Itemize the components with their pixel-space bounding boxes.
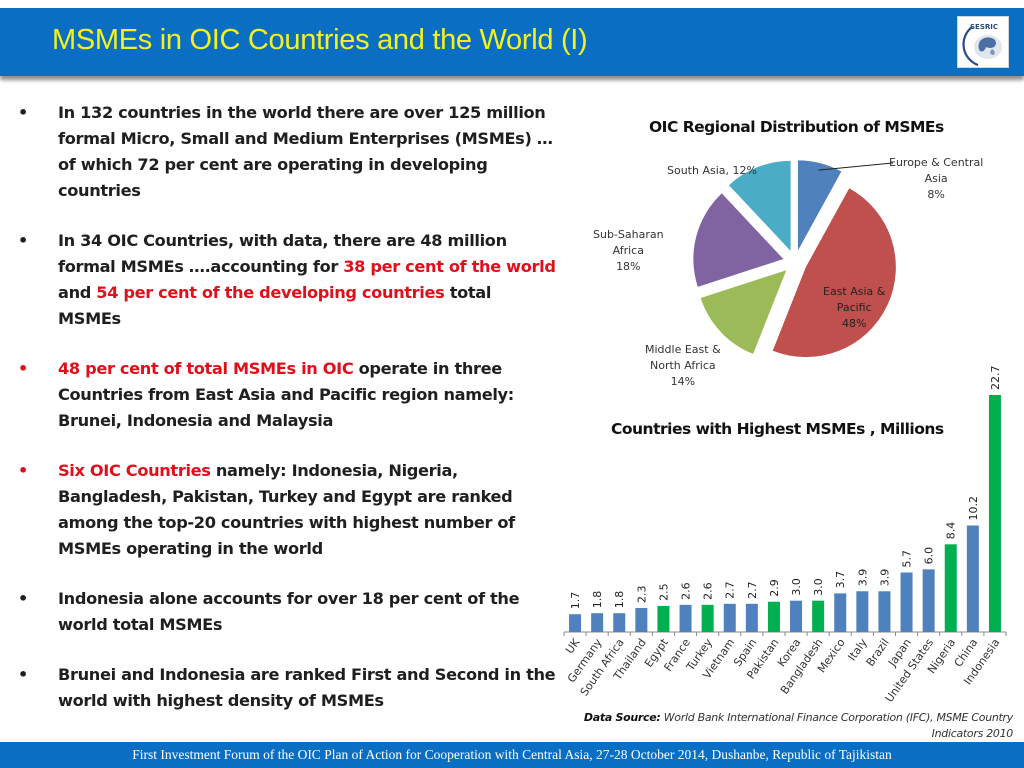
pie-label-east-asia-pacific: East Asia & Pacific 48% bbox=[823, 285, 886, 330]
bar-value-label: 3.0 bbox=[790, 578, 803, 595]
bar-value-label: 1.8 bbox=[613, 591, 626, 609]
bullet-item: • 48 per cent of total MSMEs in OIC opera… bbox=[18, 356, 558, 434]
bar-value-label: 22.7 bbox=[989, 366, 1002, 391]
bar-spain bbox=[745, 603, 758, 632]
data-source-label: Data Source: bbox=[583, 711, 661, 724]
bar-bangladesh bbox=[812, 600, 825, 632]
bar-value-label: 1.8 bbox=[591, 591, 604, 609]
footer-bar: First Investment Forum of the OIC Plan o… bbox=[0, 742, 1024, 768]
bullet-item: • Brunei and Indonesia are ranked First a… bbox=[18, 662, 558, 714]
bullet-item: • Six OIC Countries namely: Indonesia, Ni… bbox=[18, 458, 558, 562]
bullet-item: • In 34 OIC Countries, with data, there a… bbox=[18, 228, 558, 332]
bar-value-label: 8.4 bbox=[945, 522, 958, 540]
bar-value-label: 6.0 bbox=[923, 547, 936, 565]
pie-chart bbox=[693, 160, 896, 358]
bar-value-label: 2.7 bbox=[746, 581, 759, 599]
pie-chart-title: OIC Regional Distribution of MSMEs bbox=[649, 118, 944, 136]
bar-value-label: 5.7 bbox=[901, 550, 914, 568]
bar-nigeria bbox=[944, 544, 957, 632]
bar-value-label: 2.5 bbox=[657, 583, 670, 601]
bullet-dot-icon: • bbox=[18, 231, 28, 250]
bar-value-label: 1.7 bbox=[569, 592, 582, 610]
bar-china bbox=[966, 525, 979, 632]
highlighted-text: 38 per cent of the world bbox=[343, 257, 556, 276]
bullet-item: • In 132 countries in the world there are… bbox=[18, 100, 558, 204]
bar-turkey bbox=[701, 604, 714, 632]
logo-text: SESRIC bbox=[970, 23, 998, 31]
globe-logo-icon bbox=[962, 26, 1002, 67]
bullet-text: and bbox=[58, 283, 97, 302]
bullet-dot-icon: • bbox=[18, 359, 28, 378]
bar-value-label: 2.6 bbox=[680, 582, 693, 600]
bullet-dot-icon: • bbox=[18, 665, 28, 684]
pie-slice-east-asia-pacific bbox=[772, 188, 896, 358]
footer-text: First Investment Forum of the OIC Plan o… bbox=[132, 747, 892, 762]
bar-value-label: 2.9 bbox=[768, 579, 781, 597]
pie-label-sub-saharan-africa: Sub-Saharan Africa 18% bbox=[593, 228, 664, 273]
bullet-text: total MSMEs bbox=[58, 283, 492, 328]
bullet-dot-icon: • bbox=[18, 461, 28, 480]
bar-value-label: 3.9 bbox=[856, 569, 869, 587]
data-source-text: World Bank International Finance Corpora… bbox=[660, 711, 1014, 740]
pie-leader-line bbox=[818, 162, 894, 171]
highlighted-text: Six OIC Countries bbox=[58, 461, 211, 480]
bar-mexico bbox=[834, 593, 847, 632]
bullet-dot-icon: • bbox=[18, 589, 28, 608]
title-bar: MSMEs in OIC Countries and the World (I)… bbox=[0, 8, 1024, 76]
bar-pakistan bbox=[767, 601, 780, 632]
bar-value-label: 3.7 bbox=[834, 571, 847, 589]
category-label: Brazil bbox=[864, 636, 892, 669]
bar-brazil bbox=[878, 591, 891, 632]
bar-value-label: 3.0 bbox=[812, 578, 825, 596]
bar-indonesia bbox=[988, 395, 1001, 632]
bullet-text: Brunei and Indonesia are ranked First an… bbox=[58, 665, 556, 710]
bar-italy bbox=[856, 591, 869, 632]
bullet-item: • Indonesia alone accounts for over 18 pe… bbox=[18, 586, 558, 638]
bar-value-label: 2.6 bbox=[702, 582, 715, 600]
bullet-text: namely: Indonesia, Nigeria, Bangladesh, … bbox=[58, 461, 515, 558]
highlighted-text: 48 per cent of total MSMEs in OIC bbox=[58, 359, 354, 378]
bar-japan bbox=[900, 572, 913, 632]
pie-label-middle-east-north-africa: Middle East & North Africa 14% bbox=[645, 343, 721, 388]
sesric-logo: SESRIC bbox=[957, 16, 1009, 68]
pie-label-south-asia: South Asia, 12% bbox=[667, 164, 757, 177]
slide-title: MSMEs in OIC Countries and the World (I) bbox=[52, 24, 588, 56]
bar-germany bbox=[591, 613, 604, 632]
pie-slice-middle-east-north-africa bbox=[700, 270, 787, 354]
bar-vietnam bbox=[723, 603, 736, 632]
bullet-dot-icon: • bbox=[18, 103, 28, 122]
category-label: UK bbox=[563, 636, 583, 657]
bar-united-states bbox=[922, 569, 935, 632]
data-source-note: Data Source: World Bank International Fi… bbox=[533, 710, 1013, 742]
bullet-text: operate in three Countries from East Asi… bbox=[58, 359, 514, 430]
bar-value-label: 10.2 bbox=[967, 496, 980, 521]
bar-egypt bbox=[657, 605, 670, 632]
bar-thailand bbox=[635, 607, 648, 632]
bar-france bbox=[679, 604, 692, 632]
bar-south-africa bbox=[613, 613, 626, 632]
bar-value-label: 2.7 bbox=[724, 581, 737, 599]
bullet-list: • In 132 countries in the world there are… bbox=[18, 100, 558, 738]
bullet-text: In 132 countries in the world there are … bbox=[58, 103, 553, 200]
pie-label-europe-central-asia: Europe & Central Asia 8% bbox=[889, 156, 984, 201]
pie-slice-sub-saharan-africa bbox=[693, 193, 784, 287]
bullet-text: Indonesia alone accounts for over 18 per… bbox=[58, 589, 520, 634]
bar-korea bbox=[790, 600, 803, 632]
pie-slice-europe-central-asia bbox=[797, 160, 842, 251]
bar-chart-title: Countries with Highest MSMEs , Millions bbox=[611, 420, 944, 438]
bullet-text: In 34 OIC Countries, with data, there ar… bbox=[58, 231, 507, 276]
bar-uk bbox=[569, 614, 582, 632]
highlighted-text: 54 per cent of the developing countries bbox=[96, 283, 445, 302]
bar-value-label: 2.3 bbox=[635, 585, 648, 603]
pie-slice-south-asia bbox=[728, 160, 791, 251]
bar-value-label: 3.9 bbox=[878, 569, 891, 587]
